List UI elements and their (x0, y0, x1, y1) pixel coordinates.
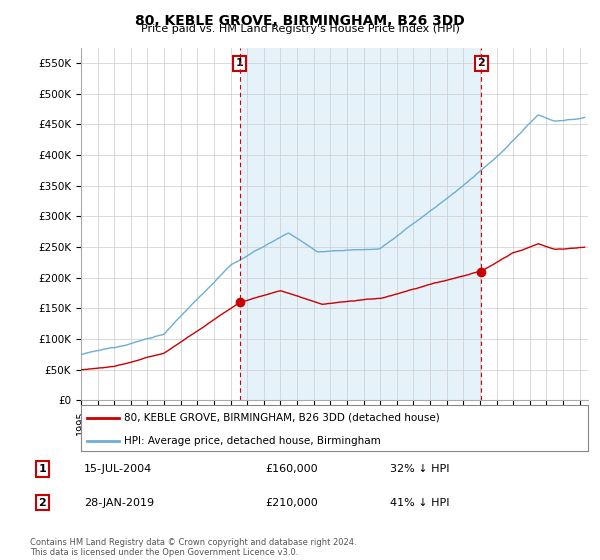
Text: Contains HM Land Registry data © Crown copyright and database right 2024.
This d: Contains HM Land Registry data © Crown c… (30, 538, 356, 557)
Text: 1: 1 (38, 464, 46, 474)
Text: HPI: Average price, detached house, Birmingham: HPI: Average price, detached house, Birm… (124, 436, 381, 446)
Text: 80, KEBLE GROVE, BIRMINGHAM, B26 3DD (detached house): 80, KEBLE GROVE, BIRMINGHAM, B26 3DD (de… (124, 413, 440, 423)
Text: 15-JUL-2004: 15-JUL-2004 (84, 464, 152, 474)
Text: 28-JAN-2019: 28-JAN-2019 (84, 498, 154, 507)
Text: £210,000: £210,000 (265, 498, 318, 507)
Text: £160,000: £160,000 (265, 464, 318, 474)
Text: Price paid vs. HM Land Registry's House Price Index (HPI): Price paid vs. HM Land Registry's House … (140, 24, 460, 34)
Text: 41% ↓ HPI: 41% ↓ HPI (390, 498, 449, 507)
Text: 80, KEBLE GROVE, BIRMINGHAM, B26 3DD: 80, KEBLE GROVE, BIRMINGHAM, B26 3DD (135, 14, 465, 28)
Text: 32% ↓ HPI: 32% ↓ HPI (390, 464, 449, 474)
Text: 2: 2 (478, 58, 485, 68)
Bar (239, 48, 481, 400)
Text: 1: 1 (236, 58, 244, 68)
Text: 2: 2 (38, 498, 46, 507)
